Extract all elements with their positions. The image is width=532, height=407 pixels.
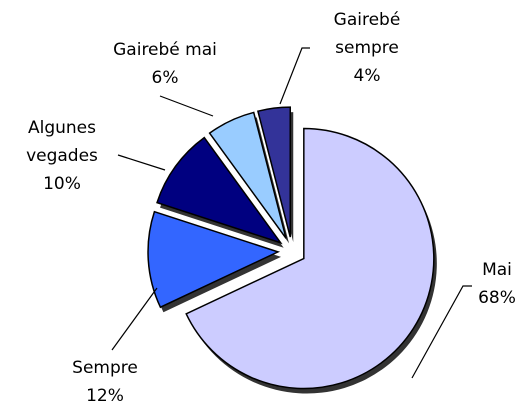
slice [156,136,283,245]
data-label: Mai 68% [467,256,527,312]
data-label: Algunes vegades 10% [7,114,117,198]
category-label: Mai [482,260,512,280]
slice [185,127,435,390]
value-label: 12% [86,386,124,406]
slice [147,210,281,309]
leader-line [117,154,166,171]
leader-line [279,47,310,105]
slice [208,111,287,239]
leader-line [411,285,472,379]
slice [257,106,291,238]
leader-line [159,95,214,117]
value-label: 4% [353,66,381,86]
category-label: Gairebé sempre [333,10,401,58]
data-label: Gairebé sempre 4% [312,6,422,90]
value-label: 6% [151,68,179,88]
value-label: 10% [43,174,81,194]
category-label: Sempre [72,358,138,378]
category-label: Gairebé mai [113,40,217,60]
value-label: 68% [478,288,516,308]
data-label: Gairebé mai 6% [80,36,250,92]
category-label: Algunes vegades [26,118,98,166]
data-label: Sempre 12% [55,354,155,407]
leader-line [111,287,158,351]
